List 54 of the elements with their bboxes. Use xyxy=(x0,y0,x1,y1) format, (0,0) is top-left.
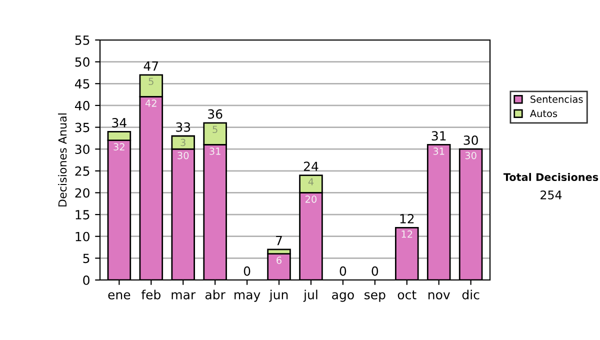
legend-label: Sentencias xyxy=(530,95,583,103)
y-tick-label: 35 xyxy=(75,122,90,132)
total-label: 33 xyxy=(176,122,190,132)
total-label: 0 xyxy=(340,266,346,276)
total-label: 36 xyxy=(208,109,222,119)
text: Total Decisiones xyxy=(503,172,598,182)
x-tick-label: oct xyxy=(398,290,416,300)
y-tick-label: 50 xyxy=(75,57,90,67)
y-tick-label: 10 xyxy=(76,232,90,242)
y-tick-label: 25 xyxy=(75,166,90,176)
x-tick-label: sep xyxy=(364,292,386,302)
y-tick-label: 40 xyxy=(74,100,90,110)
data-label: 42 xyxy=(145,100,156,107)
data-label: 31 xyxy=(210,148,220,155)
x-tick-label: dic xyxy=(462,290,480,300)
x-tick-label: jul xyxy=(303,290,318,302)
total-label: 24 xyxy=(304,162,318,171)
text: 254 xyxy=(540,190,562,200)
data-label: 4 xyxy=(308,178,314,186)
data-label: 31 xyxy=(433,148,444,155)
data-label: 30 xyxy=(465,152,476,160)
data-label: 30 xyxy=(178,152,189,160)
y-tick-label: 0 xyxy=(83,275,90,285)
x-tick-label: mar xyxy=(172,292,196,300)
total-label: 34 xyxy=(112,118,126,128)
y-tick-label: 45 xyxy=(74,79,90,89)
data-label: 3 xyxy=(180,138,186,146)
y-axis-title: Decisiones Anual xyxy=(58,114,67,206)
total-label: 31 xyxy=(432,131,446,141)
y-tick-label: 5 xyxy=(83,254,90,264)
x-tick-label: nov xyxy=(428,292,450,300)
x-tick-label: jun xyxy=(269,290,288,302)
data-label: 5 xyxy=(212,126,218,134)
x-tick-label: ago xyxy=(332,292,354,302)
data-label: 5 xyxy=(148,78,154,86)
data-label: 20 xyxy=(306,196,317,203)
total-label: 12 xyxy=(400,214,414,224)
total-label: 30 xyxy=(464,135,478,145)
total-label: 47 xyxy=(144,61,158,71)
y-tick-label: 55 xyxy=(75,36,90,45)
total-label: 7 xyxy=(276,236,282,246)
legend-label: Autos xyxy=(530,110,558,118)
total-label: 0 xyxy=(244,266,250,276)
y-tick-label: 15 xyxy=(76,210,90,220)
y-tick-label: 20 xyxy=(75,188,90,198)
data-label: 12 xyxy=(402,230,412,238)
x-tick-label: feb xyxy=(141,290,160,300)
x-tick-label: may xyxy=(234,292,260,302)
x-tick-label: abr xyxy=(205,290,226,300)
data-label: 6 xyxy=(276,256,282,264)
y-tick-label: 30 xyxy=(75,144,90,154)
x-tick-label: ene xyxy=(108,292,130,300)
total-label: 0 xyxy=(372,266,378,276)
data-label: 32 xyxy=(114,143,124,151)
